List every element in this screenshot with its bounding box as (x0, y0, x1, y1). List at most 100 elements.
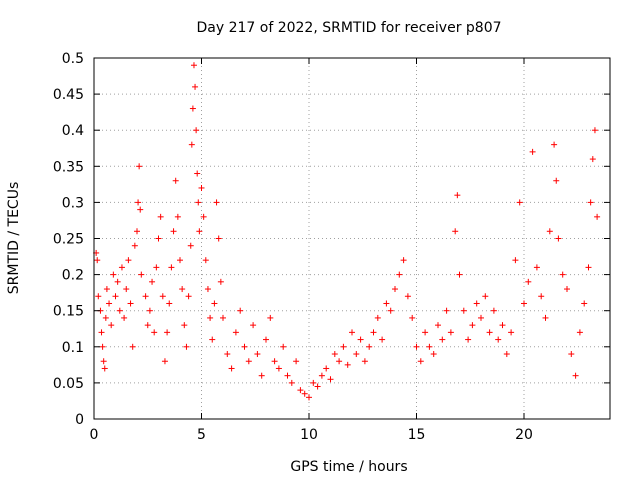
data-point (202, 257, 209, 264)
data-point (572, 372, 579, 379)
data-point (413, 343, 420, 350)
x-axis-label: GPS time / hours (290, 459, 407, 475)
data-point (400, 257, 407, 264)
data-point (512, 257, 519, 264)
data-point (473, 300, 480, 307)
data-point (533, 264, 540, 271)
data-point (293, 358, 300, 365)
data-point (306, 394, 312, 401)
data-point (194, 170, 201, 177)
data-point (301, 390, 308, 397)
y-tick-label: 0.5 (62, 51, 84, 67)
axis-ticks (93, 57, 610, 420)
data-point (297, 387, 304, 394)
x-tick-label: 0 (90, 427, 99, 443)
y-tick-label: 0.25 (53, 232, 84, 248)
data-point (118, 264, 125, 271)
data-point (486, 329, 493, 336)
data-point (589, 156, 596, 163)
data-point (95, 293, 102, 300)
data-point (559, 271, 566, 278)
data-point (521, 300, 527, 307)
y-tick-label: 0.3 (62, 195, 84, 211)
data-point (409, 314, 416, 321)
chart-title: Day 217 of 2022, SRMTID for receiver p80… (196, 20, 501, 36)
data-point (185, 293, 192, 300)
data-point (170, 228, 177, 235)
data-point (209, 336, 216, 343)
data-point (245, 358, 252, 365)
data-point (456, 271, 463, 278)
y-axis-label: SRMTID / TECUs (6, 182, 22, 295)
data-point (435, 322, 441, 329)
data-point (215, 235, 222, 242)
data-point (181, 322, 188, 329)
x-tick-labels: 0 5 10 15 20 (90, 427, 533, 443)
data-point (146, 307, 153, 314)
data-point (241, 343, 248, 350)
data-point (116, 307, 123, 314)
data-point (138, 271, 145, 278)
data-point (551, 141, 558, 148)
data-point (460, 307, 467, 314)
data-point (422, 329, 429, 336)
data-point (310, 379, 317, 386)
data-point (454, 192, 461, 199)
data-point (137, 206, 144, 213)
data-point (144, 322, 151, 329)
data-point (196, 228, 203, 235)
data-point (495, 336, 502, 343)
data-point (142, 293, 149, 300)
data-point (136, 163, 143, 170)
data-point (187, 242, 194, 249)
data-point (529, 148, 536, 155)
data-point (151, 329, 158, 336)
data-point (101, 365, 108, 372)
data-point (555, 235, 562, 242)
data-point (546, 228, 553, 235)
data-point (134, 228, 140, 235)
data-point (499, 322, 506, 329)
data-point (157, 213, 164, 220)
data-point (254, 351, 261, 358)
data-point (525, 278, 532, 285)
data-point (112, 293, 119, 300)
data-point (542, 314, 549, 321)
data-point (366, 343, 373, 350)
data-point (189, 105, 196, 112)
data-point (127, 300, 134, 307)
y-tick-label: 0.2 (62, 268, 84, 284)
data-point (177, 257, 183, 264)
data-point (417, 358, 424, 365)
data-point (207, 314, 214, 321)
data-point (478, 314, 484, 321)
data-point (465, 336, 472, 343)
data-point (387, 307, 394, 314)
data-point (288, 379, 295, 386)
data-point (430, 351, 437, 358)
data-point (331, 351, 338, 358)
data-point (166, 300, 173, 307)
x-tick-label: 20 (515, 427, 533, 443)
data-point (237, 307, 244, 314)
data-point (357, 336, 364, 343)
data-point (576, 329, 583, 336)
data-point (110, 271, 117, 278)
data-point (564, 286, 570, 293)
data-point (392, 286, 398, 293)
data-point (188, 141, 195, 148)
data-point (267, 314, 274, 321)
data-point (232, 329, 239, 336)
data-point (100, 358, 107, 365)
data-point (323, 365, 330, 372)
y-tick-label: 0.4 (62, 123, 84, 139)
data-point (106, 300, 113, 307)
data-point (125, 257, 132, 264)
data-point (174, 213, 181, 220)
x-tick-label: 15 (408, 427, 426, 443)
grid-lines (94, 58, 610, 419)
data-point (98, 329, 105, 336)
data-point (198, 184, 205, 191)
data-point (404, 293, 411, 300)
